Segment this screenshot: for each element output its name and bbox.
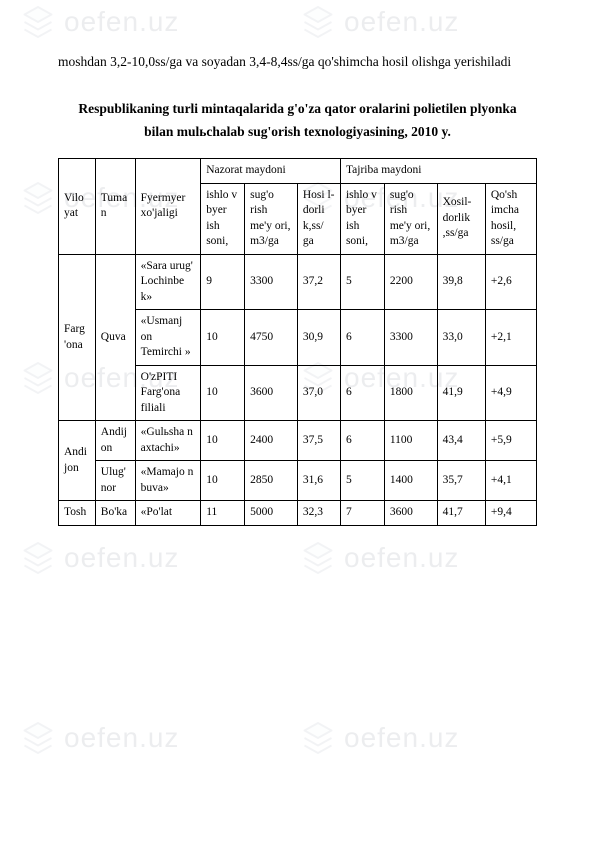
cell-t1: 7	[340, 501, 384, 526]
cell-tuman: Andij on	[95, 421, 135, 461]
col-tajriba: Tajriba maydoni	[340, 159, 536, 184]
cell-t2: 2200	[384, 254, 437, 310]
cell-t3: 39,8	[437, 254, 485, 310]
cell-n3: 37,0	[297, 365, 340, 421]
cell-q: +4,1	[485, 461, 536, 501]
cell-tuman: Ulug' nor	[95, 461, 135, 501]
cell-n1: 10	[201, 461, 245, 501]
col-sugorish2: sug'o rish me'y ori, m3/ga	[384, 183, 437, 254]
cell-t1: 5	[340, 254, 384, 310]
watermark: oefen.uz	[300, 720, 459, 756]
cell-fx: «Po'lat	[135, 501, 201, 526]
cell-t1: 6	[340, 365, 384, 421]
col-nazorat: Nazorat maydoni	[201, 159, 341, 184]
table-row: ToshBo'ka«Po'lat11500032,37360041,7+9,4	[59, 501, 537, 526]
cell-n1: 10	[201, 421, 245, 461]
cell-n2: 5000	[245, 501, 298, 526]
col-ishlov: ishlo v byer ish soni,	[201, 183, 245, 254]
col-tuman: Tuma n	[95, 159, 135, 255]
cell-t3: 43,4	[437, 421, 485, 461]
col-fyermyer: Fyermyer xo'jaligi	[135, 159, 201, 255]
cell-n3: 30,9	[297, 310, 340, 366]
cell-n3: 31,6	[297, 461, 340, 501]
cell-viloyat: Andi jon	[59, 421, 96, 501]
cell-q: +2,1	[485, 310, 536, 366]
cell-q: +5,9	[485, 421, 536, 461]
cell-t3: 41,9	[437, 365, 485, 421]
cell-t1: 6	[340, 310, 384, 366]
cell-t3: 33,0	[437, 310, 485, 366]
page-content: moshdan 3,2-10,0ss/ga va soyadan 3,4-8,4…	[0, 0, 595, 526]
cell-fx: «Sara urug' Lochinbe k»	[135, 254, 201, 310]
table-row: Ulug' nor«Mamajo n buva»10285031,6514003…	[59, 461, 537, 501]
cell-tuman: Quva	[95, 254, 135, 421]
cell-n3: 37,5	[297, 421, 340, 461]
table-row: Andi jonAndij on«Gulьsha n axtachi»10240…	[59, 421, 537, 461]
cell-n3: 37,2	[297, 254, 340, 310]
cell-n2: 3300	[245, 254, 298, 310]
col-xosil: Xosil- dorlik ,ss/ga	[437, 183, 485, 254]
cell-q: +4,9	[485, 365, 536, 421]
cell-n1: 9	[201, 254, 245, 310]
cell-t2: 1400	[384, 461, 437, 501]
header-row-1: Vilo yat Tuma n Fyermyer xo'jaligi Nazor…	[59, 159, 537, 184]
cell-fx: «Mamajo n buva»	[135, 461, 201, 501]
cell-n1: 10	[201, 365, 245, 421]
cell-viloyat: Farg 'ona	[59, 254, 96, 421]
cell-n2: 2850	[245, 461, 298, 501]
table-row: Farg 'onaQuva«Sara urug' Lochinbe k»9330…	[59, 254, 537, 310]
col-qoshimcha: Qo'sh imcha hosil, ss/ga	[485, 183, 536, 254]
col-hosil: Hosi l- dorli k,ss/ ga	[297, 183, 340, 254]
cell-viloyat: Tosh	[59, 501, 96, 526]
data-table: Vilo yat Tuma n Fyermyer xo'jaligi Nazor…	[58, 158, 537, 526]
cell-t2: 1800	[384, 365, 437, 421]
cell-q: +9,4	[485, 501, 536, 526]
cell-n3: 32,3	[297, 501, 340, 526]
cell-t2: 3600	[384, 501, 437, 526]
cell-fx: «Gulьsha n axtachi»	[135, 421, 201, 461]
cell-t2: 3300	[384, 310, 437, 366]
col-ishlov2: ishlo v byer ish soni,	[340, 183, 384, 254]
intro-paragraph: moshdan 3,2-10,0ss/ga va soyadan 3,4-8,4…	[58, 50, 537, 74]
cell-t3: 35,7	[437, 461, 485, 501]
col-sugorish: sug'o rish me'y ori, m3/ga	[245, 183, 298, 254]
cell-tuman: Bo'ka	[95, 501, 135, 526]
cell-n2: 4750	[245, 310, 298, 366]
cell-fx: O'zPITI Farg'ona filiali	[135, 365, 201, 421]
cell-n1: 11	[201, 501, 245, 526]
cell-t2: 1100	[384, 421, 437, 461]
watermark: oefen.uz	[300, 540, 459, 576]
cell-t1: 6	[340, 421, 384, 461]
cell-q: +2,6	[485, 254, 536, 310]
watermark: oefen.uz	[20, 720, 179, 756]
cell-t3: 41,7	[437, 501, 485, 526]
cell-t1: 5	[340, 461, 384, 501]
cell-n2: 3600	[245, 365, 298, 421]
table-title: Respublikaning turli mintaqalarida g'o'z…	[58, 98, 537, 144]
col-viloyat: Vilo yat	[59, 159, 96, 255]
table-body: Farg 'onaQuva«Sara urug' Lochinbe k»9330…	[59, 254, 537, 525]
cell-fx: «Usmanj on Temirchi »	[135, 310, 201, 366]
cell-n1: 10	[201, 310, 245, 366]
watermark: oefen.uz	[20, 540, 179, 576]
cell-n2: 2400	[245, 421, 298, 461]
